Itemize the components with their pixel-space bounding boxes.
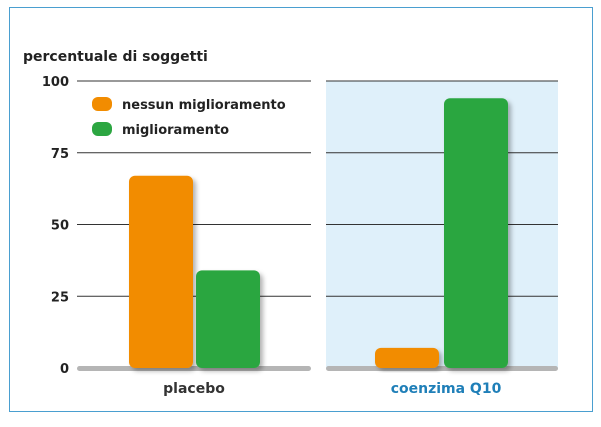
baseline — [77, 366, 311, 371]
y-tick-label: 100 — [42, 75, 69, 90]
legend-label: miglioramento — [122, 123, 229, 138]
bar-miglioramento-1 — [444, 98, 508, 368]
y-tick-label: 0 — [60, 362, 69, 377]
baseline — [326, 366, 558, 371]
bar-miglioramento-0 — [196, 270, 260, 368]
bar-nessun-miglioramento-0 — [129, 175, 193, 368]
legend-swatch — [92, 122, 112, 136]
chart-frame: percentuale di soggetti 0 25 50 75 100 placeb… — [9, 7, 593, 412]
x-category-label: placebo — [163, 381, 225, 397]
bar-nessun-miglioramento-1 — [375, 347, 439, 368]
y-tick-label: 25 — [51, 290, 69, 305]
y-tick-label: 75 — [51, 147, 69, 162]
y-tick-label: 50 — [51, 219, 69, 234]
x-category-label: coenzima Q10 — [391, 381, 502, 397]
legend-swatch — [92, 97, 112, 111]
y-axis-label: percentuale di soggetti — [23, 49, 208, 65]
legend-label: nessun miglioramento — [122, 98, 286, 113]
